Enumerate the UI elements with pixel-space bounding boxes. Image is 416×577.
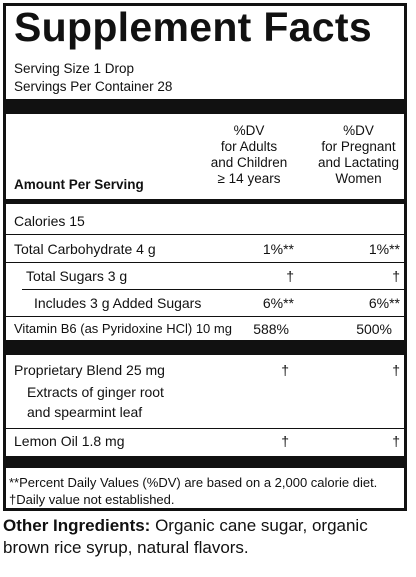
servings-per-container: Servings Per Container 28: [14, 79, 173, 94]
sugars-dv-pregnant: †: [392, 268, 400, 284]
other-ingredients-label: Other Ingredients:: [3, 516, 151, 535]
vitamin-b6-label: Vitamin B6 (as Pyridoxine HCl) 10 mg: [14, 321, 232, 336]
added-sugars-dv-adults: 6%**: [262, 295, 294, 311]
panel-title: Supplement Facts: [14, 4, 372, 50]
row-divider: [6, 428, 404, 429]
other-ingredients-text: Organic cane sugar, organic brown rice s…: [3, 516, 368, 557]
divider-thick: [6, 99, 404, 114]
divider-medium: [6, 199, 404, 204]
serving-size: Serving Size 1 Drop: [14, 61, 135, 76]
footnote-dv: **Percent Daily Values (%DV) are based o…: [9, 475, 378, 490]
vitamin-b6-dv-adults: 588%: [253, 321, 289, 337]
footnote-dagger: †Daily value not established.: [9, 492, 175, 507]
dv-pregnant-header: %DV for Pregnant and Lactating Women: [317, 123, 400, 186]
calories-label: Calories 15: [14, 213, 85, 229]
row-divider: [6, 316, 404, 317]
divider-thick: [6, 340, 404, 355]
carbohydrate-dv-pregnant: 1%**: [368, 241, 400, 257]
row-divider: [22, 289, 404, 290]
other-ingredients: Other Ingredients: Organic cane sugar, o…: [3, 515, 403, 559]
lemon-oil-label: Lemon Oil 1.8 mg: [14, 433, 125, 449]
amount-per-serving-header: Amount Per Serving: [14, 177, 144, 192]
vitamin-b6-dv-pregnant: 500%: [356, 321, 392, 337]
lemon-oil-dv-pregnant: †: [392, 433, 400, 449]
blend-label: Proprietary Blend 25 mg: [14, 362, 165, 378]
row-divider: [6, 234, 404, 235]
carbohydrate-label: Total Carbohydrate 4 g: [14, 241, 156, 257]
carbohydrate-dv-adults: 1%**: [262, 241, 294, 257]
blend-sub-line2: and spearmint leaf: [27, 404, 143, 420]
supplement-facts-panel: Supplement Facts Serving Size 1 Drop Ser…: [3, 3, 407, 511]
row-divider: [6, 262, 404, 263]
sugars-label: Total Sugars 3 g: [26, 268, 128, 284]
blend-sub-line1: Extracts of ginger root: [27, 384, 164, 400]
blend-dv-pregnant: †: [392, 362, 400, 378]
divider-thick: [6, 456, 404, 468]
added-sugars-label: Includes 3 g Added Sugars: [34, 295, 202, 311]
dv-adults-header: %DV for Adults and Children ≥ 14 years: [210, 123, 288, 186]
lemon-oil-dv-adults: †: [281, 433, 289, 449]
added-sugars-dv-pregnant: 6%**: [368, 295, 400, 311]
blend-dv-adults: †: [281, 362, 289, 378]
sugars-dv-adults: †: [286, 268, 294, 284]
